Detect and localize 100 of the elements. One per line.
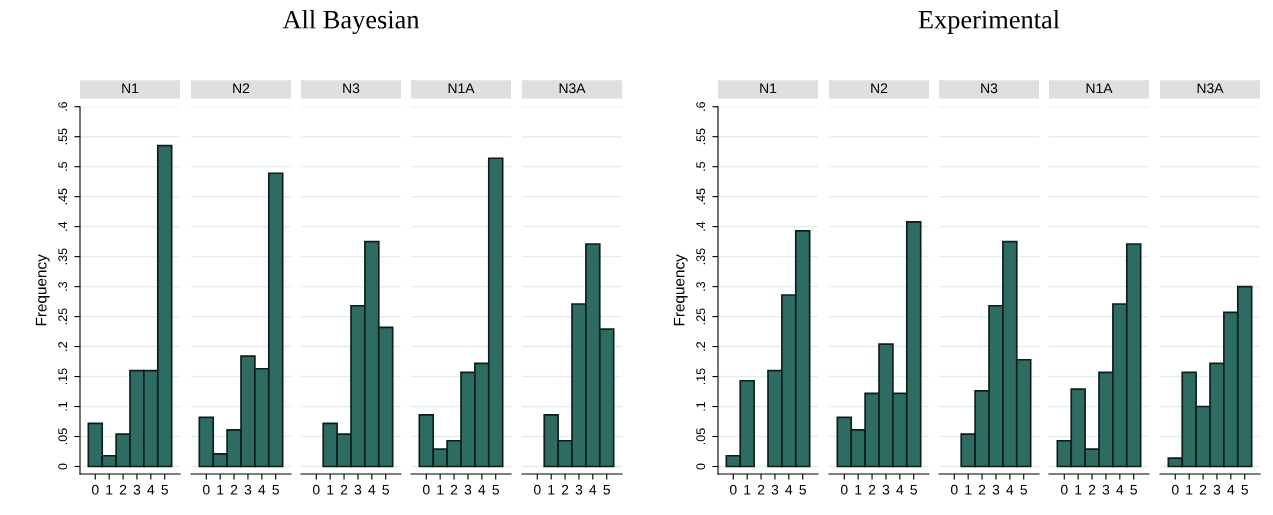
y-tick-label: .05 — [696, 428, 706, 445]
x-tick-label: 4 — [1116, 484, 1124, 495]
x-tick-label: 2 — [561, 484, 569, 495]
x-tick-label: 3 — [1213, 484, 1221, 495]
x-tick-label: 5 — [1130, 484, 1137, 495]
x-tick-label: 5 — [603, 484, 610, 495]
x-tick-label: 5 — [799, 484, 806, 495]
x-tick-label: 3 — [354, 484, 362, 495]
x-tick-label: 1 — [855, 484, 862, 495]
x-tick-label: 0 — [312, 484, 320, 495]
x-tick-label: 0 — [729, 484, 737, 495]
chart-subtitle: N3 — [981, 83, 998, 94]
x-tick-label: 4 — [589, 484, 597, 495]
x-tick-label: 0 — [422, 484, 430, 495]
x-tick-label: 1 — [1075, 484, 1082, 495]
chart-subtitle: N1A — [448, 83, 475, 94]
chart-subtitle: N2 — [871, 83, 888, 94]
y-tick-label: 0 — [696, 463, 706, 470]
y-tick-label: .4 — [696, 221, 705, 231]
y-tick-label: .15 — [58, 368, 68, 385]
chart-subtitle: N2 — [233, 83, 250, 94]
y-tick-label: .3 — [58, 281, 68, 291]
x-tick-label: 5 — [910, 484, 917, 495]
y-tick-label: .2 — [696, 341, 705, 351]
y-tick-label: .2 — [58, 341, 67, 351]
y-tick-label: .25 — [696, 308, 706, 325]
x-tick-label: 4 — [258, 484, 266, 495]
x-tick-label: 0 — [1060, 484, 1068, 495]
x-tick-label: 3 — [992, 484, 1000, 495]
x-tick-label: 2 — [1199, 484, 1207, 495]
chart-subtitle: N3A — [1197, 83, 1224, 94]
y-tick-label: .5 — [58, 161, 68, 171]
x-tick-label: 2 — [230, 484, 238, 495]
x-tick-label: 4 — [147, 484, 155, 495]
y-tick-label: .1 — [58, 401, 67, 411]
y-tick-label: .35 — [696, 248, 706, 265]
y-tick-label: 0 — [58, 463, 68, 470]
y-tick-label: .1 — [696, 401, 705, 411]
x-tick-label: 5 — [272, 484, 279, 495]
x-tick-label: 4 — [896, 484, 904, 495]
x-tick-label: 0 — [533, 484, 541, 495]
chart-subtitle: N1 — [122, 83, 139, 94]
x-tick-label: 1 — [327, 484, 334, 495]
x-tick-label: 3 — [133, 484, 141, 495]
x-tick-label: 2 — [119, 484, 127, 495]
chart-subtitle: N3 — [343, 83, 360, 94]
y-axis-title: Frequency — [35, 254, 50, 326]
x-tick-label: 1 — [437, 484, 444, 495]
chart-title: Experimental — [918, 10, 1060, 34]
x-tick-label: 3 — [575, 484, 583, 495]
x-tick-label: 2 — [868, 484, 876, 495]
x-tick-label: 4 — [785, 484, 793, 495]
y-tick-label: .55 — [58, 128, 68, 145]
chart-subtitle: N1A — [1086, 83, 1113, 94]
x-tick-label: 2 — [340, 484, 348, 495]
y-tick-label: .4 — [58, 221, 67, 231]
x-tick-label: 1 — [217, 484, 224, 495]
y-tick-label: .45 — [696, 188, 706, 205]
x-tick-label: 5 — [1020, 484, 1027, 495]
y-tick-label: .35 — [58, 248, 68, 265]
chart-subtitle: N1 — [760, 83, 777, 94]
x-tick-label: 0 — [950, 484, 958, 495]
x-tick-label: 5 — [1241, 484, 1248, 495]
x-tick-label: 0 — [202, 484, 210, 495]
y-tick-label: .45 — [58, 188, 68, 205]
x-tick-label: 1 — [744, 484, 751, 495]
y-tick-label: .55 — [696, 128, 706, 145]
y-tick-label: .25 — [58, 308, 68, 325]
x-tick-label: 2 — [757, 484, 765, 495]
x-tick-label: 5 — [382, 484, 389, 495]
x-tick-label: 1 — [106, 484, 113, 495]
x-tick-label: 0 — [840, 484, 848, 495]
x-tick-label: 4 — [1006, 484, 1014, 495]
x-tick-label: 3 — [464, 484, 472, 495]
x-tick-label: 2 — [450, 484, 458, 495]
y-tick-label: .15 — [696, 368, 706, 385]
chart-subtitle: N3A — [559, 83, 586, 94]
y-axis-title: Frequency — [673, 254, 688, 326]
x-tick-label: 3 — [771, 484, 779, 495]
x-tick-label: 5 — [161, 484, 168, 495]
y-tick-label: .5 — [696, 161, 706, 171]
y-tick-label: .05 — [58, 428, 68, 445]
x-tick-label: 4 — [368, 484, 376, 495]
x-tick-label: 1 — [548, 484, 555, 495]
x-tick-label: 3 — [882, 484, 890, 495]
x-tick-label: 2 — [1088, 484, 1096, 495]
chart-title: All Bayesian — [282, 10, 420, 34]
x-tick-label: 1 — [965, 484, 972, 495]
x-tick-label: 0 — [91, 484, 99, 495]
x-tick-label: 4 — [478, 484, 486, 495]
y-tick-label: .3 — [696, 281, 706, 291]
x-tick-label: 1 — [1186, 484, 1193, 495]
y-tick-label: .6 — [58, 102, 68, 111]
x-tick-label: 5 — [492, 484, 499, 495]
x-tick-label: 0 — [1171, 484, 1179, 495]
x-tick-label: 3 — [244, 484, 252, 495]
x-tick-label: 2 — [978, 484, 986, 495]
x-tick-label: 3 — [1102, 484, 1110, 495]
y-tick-label: .6 — [696, 102, 706, 111]
x-tick-label: 4 — [1227, 484, 1235, 495]
